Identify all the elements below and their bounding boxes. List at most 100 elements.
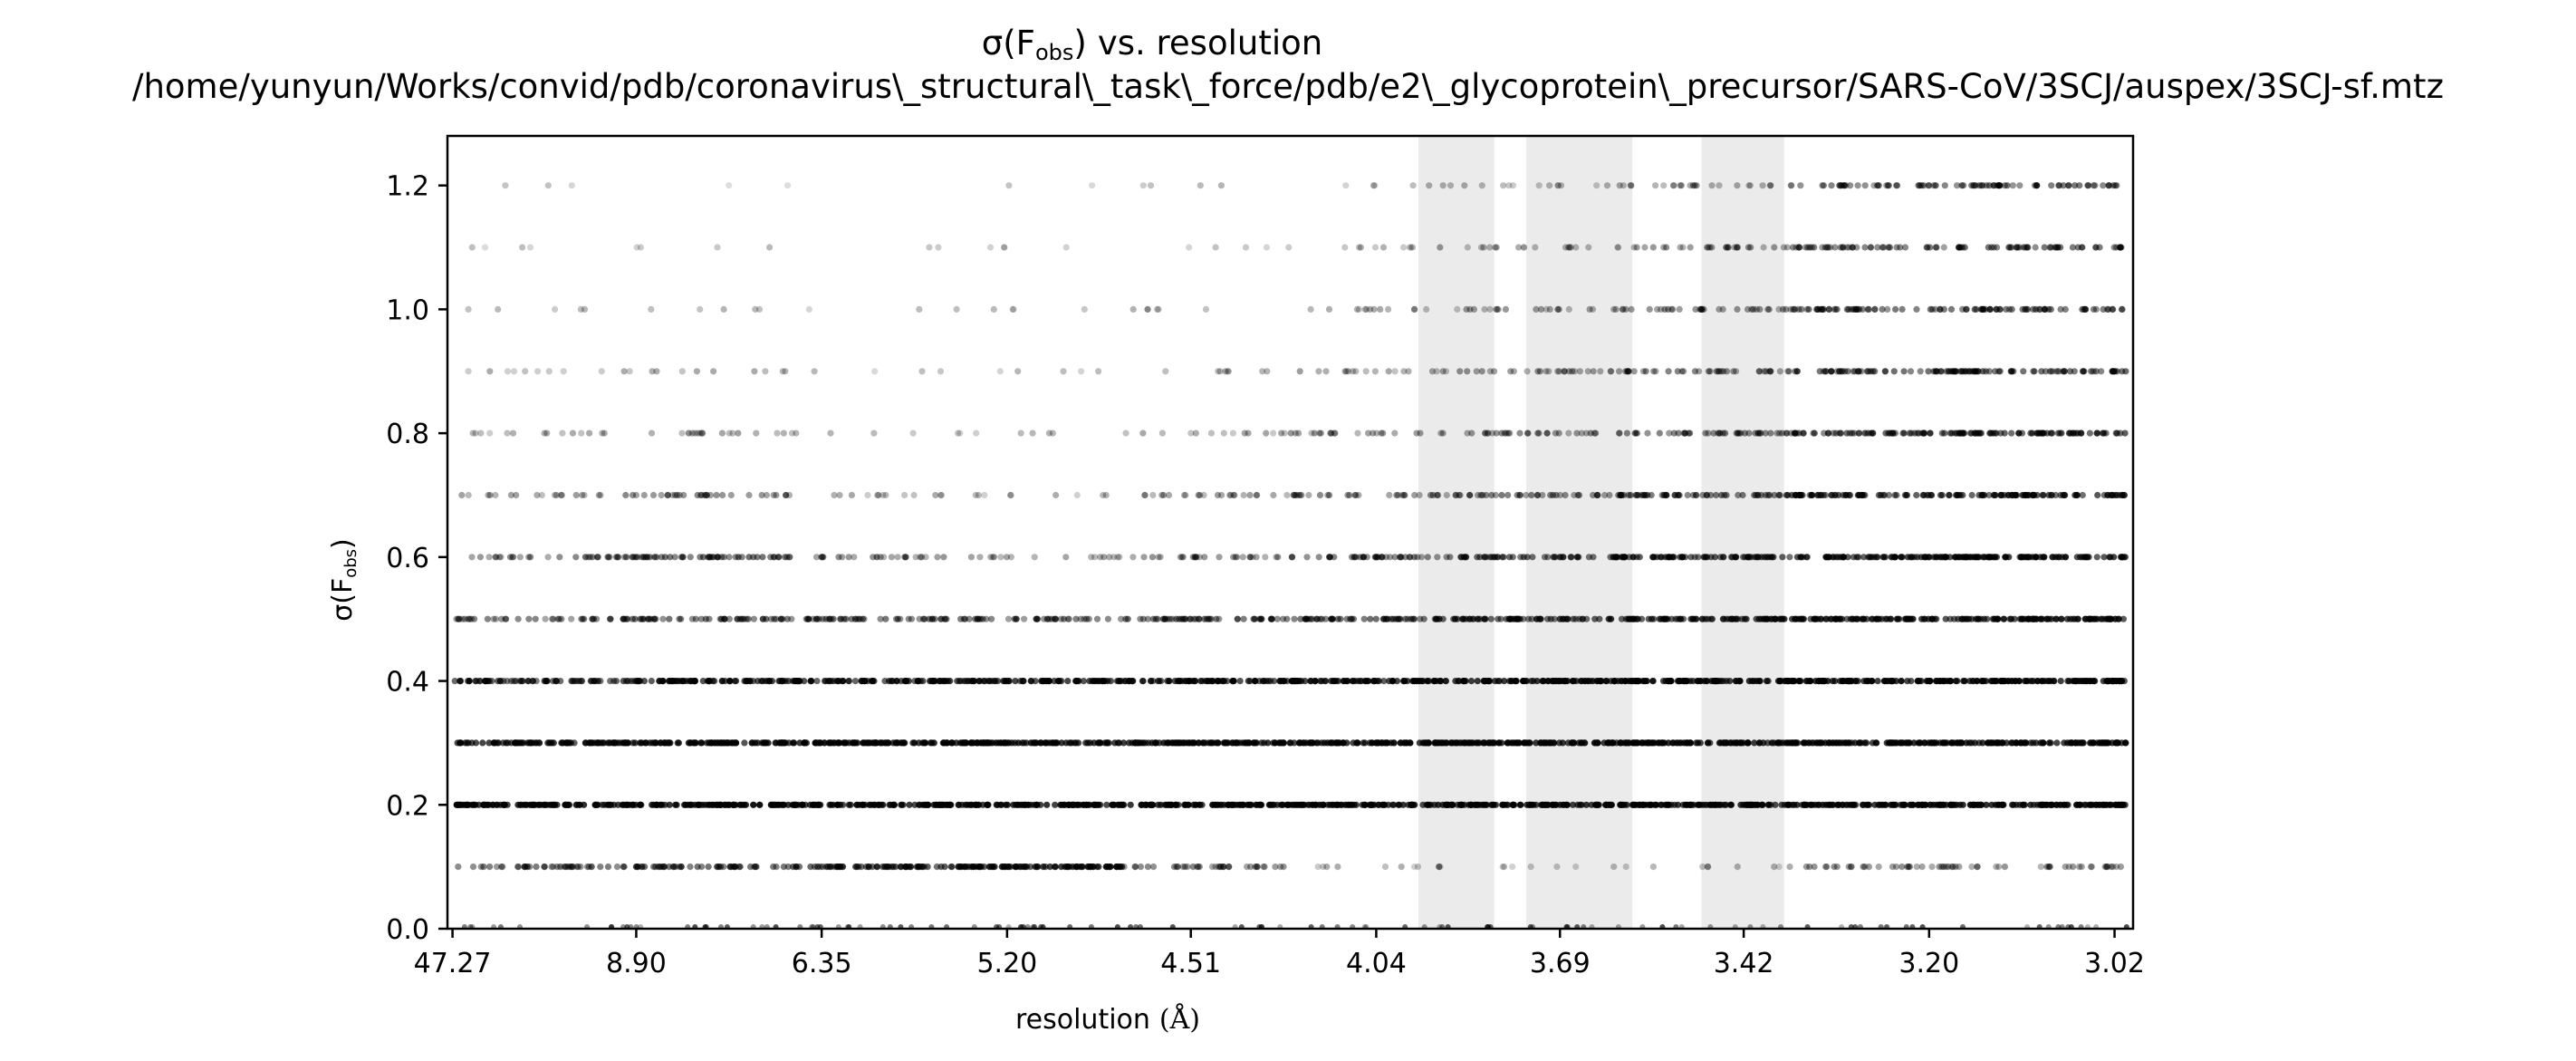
chart-title: σ(Fobs) vs. resolution — [982, 24, 1322, 65]
data-point — [1193, 554, 1200, 561]
data-point — [1411, 491, 1418, 499]
data-point — [1755, 615, 1763, 622]
data-point — [1765, 801, 1773, 808]
data-point — [1898, 305, 1906, 313]
data-point — [504, 368, 512, 375]
data-point — [591, 615, 598, 622]
data-point — [1348, 554, 1356, 561]
data-point — [769, 801, 776, 808]
data-point — [1738, 615, 1745, 622]
data-point — [1252, 678, 1259, 685]
data-point — [2061, 368, 2068, 375]
data-point — [490, 739, 498, 747]
data-point — [2120, 491, 2128, 499]
data-point — [2065, 863, 2072, 871]
data-point — [2037, 739, 2044, 747]
data-point — [1747, 801, 1754, 808]
data-point — [1650, 368, 1658, 375]
data-point — [793, 678, 802, 685]
data-point — [607, 739, 614, 747]
data-point — [1154, 305, 1161, 313]
data-point — [901, 739, 908, 747]
data-point — [727, 863, 735, 871]
data-point — [2078, 863, 2085, 871]
data-point — [1722, 429, 1729, 437]
data-point — [1533, 305, 1540, 313]
data-point — [1927, 678, 1934, 685]
data-point — [451, 678, 458, 685]
data-point — [1654, 305, 1661, 313]
data-point — [1687, 429, 1694, 437]
data-point — [2048, 615, 2055, 622]
data-point — [874, 863, 881, 871]
data-point — [1361, 801, 1369, 808]
data-point — [1879, 491, 1887, 499]
data-point — [1344, 491, 1351, 499]
data-point — [1861, 863, 1869, 871]
data-point — [706, 739, 713, 747]
data-point — [2012, 678, 2019, 685]
data-point — [2044, 678, 2052, 685]
data-point — [1645, 739, 1652, 747]
data-point — [698, 429, 706, 437]
data-point — [1509, 801, 1517, 808]
data-point — [1013, 615, 1020, 622]
data-point — [736, 863, 744, 871]
data-point — [1943, 863, 1950, 871]
data-point — [560, 368, 567, 375]
data-point — [975, 491, 982, 499]
data-point — [1941, 429, 1948, 437]
data-point — [865, 863, 872, 871]
data-point — [1559, 554, 1567, 561]
data-point — [1708, 615, 1716, 622]
data-point — [1985, 368, 1993, 375]
data-point — [709, 678, 716, 685]
data-point — [1670, 429, 1677, 437]
data-point — [1162, 368, 1169, 375]
data-point — [1029, 429, 1036, 437]
data-point — [2110, 863, 2117, 871]
data-point — [1411, 305, 1418, 313]
data-point — [1434, 554, 1441, 561]
data-point — [1677, 615, 1685, 622]
data-point — [671, 491, 679, 499]
data-point — [956, 801, 963, 808]
data-point — [984, 801, 991, 808]
data-point — [754, 554, 761, 561]
data-point — [1656, 429, 1663, 437]
data-point — [1881, 801, 1889, 808]
data-point — [874, 491, 881, 499]
data-point — [1832, 554, 1840, 561]
data-point — [1843, 615, 1850, 622]
data-point — [1353, 739, 1360, 747]
data-point — [606, 801, 613, 808]
data-point — [1129, 554, 1137, 561]
data-point — [1176, 739, 1183, 747]
data-point — [1060, 615, 1068, 622]
data-points — [451, 182, 2129, 930]
data-point — [516, 554, 524, 561]
data-point — [589, 739, 596, 747]
data-point — [1536, 368, 1543, 375]
data-point — [1776, 368, 1783, 375]
data-point — [1198, 678, 1206, 685]
data-point — [1841, 491, 1850, 499]
data-point — [1506, 615, 1514, 622]
data-point — [1792, 615, 1799, 622]
data-point — [1945, 863, 1952, 871]
data-point — [1016, 678, 1024, 685]
data-point — [1930, 368, 1937, 375]
series-sigma-0.7 — [458, 491, 2128, 499]
data-point — [1454, 801, 1461, 808]
data-point — [718, 554, 726, 561]
data-point — [1900, 368, 1908, 375]
data-point — [835, 554, 842, 561]
data-point — [970, 739, 977, 747]
data-point — [1217, 863, 1225, 871]
data-point — [1270, 801, 1277, 808]
data-point — [1104, 615, 1111, 622]
data-point — [1348, 801, 1355, 808]
data-point — [1381, 863, 1389, 871]
data-point — [658, 491, 665, 499]
data-point — [847, 801, 854, 808]
